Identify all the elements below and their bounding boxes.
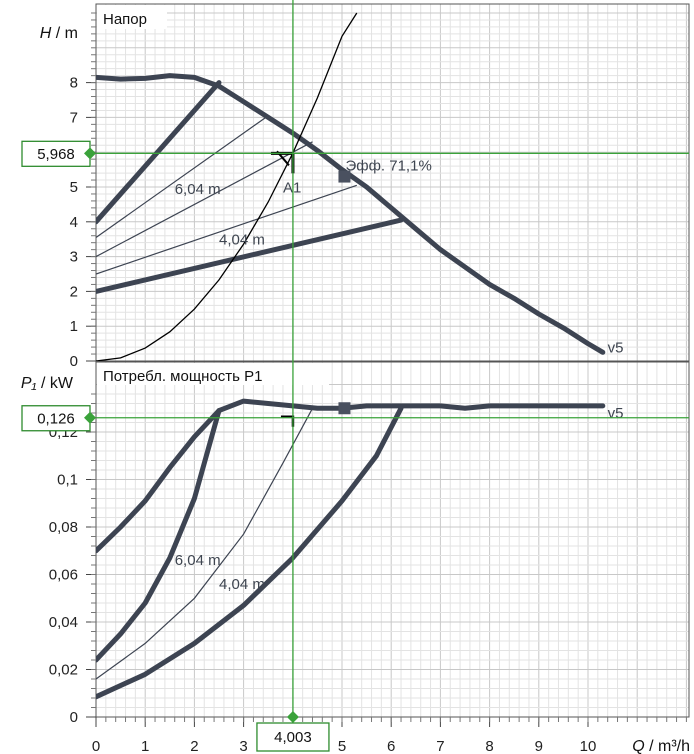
curve-label: v5 [608, 339, 624, 356]
y-tick-label: 4 [70, 214, 78, 231]
x-tick-label: 0 [92, 738, 100, 754]
curve-label: 4,04 m [219, 231, 265, 248]
y-tick-label: 3 [70, 249, 78, 266]
y-tick-label: 0 [70, 709, 78, 726]
y-axis-title: H / m [40, 25, 78, 42]
series-const-pressure-line [96, 408, 401, 697]
efficiency-marker [338, 402, 350, 414]
x-tick-label: 5 [338, 738, 346, 754]
y-readout-power-value: 0,126 [37, 410, 75, 427]
y-axis-title-symbol: P₁ [21, 375, 37, 392]
x-tick-label: 1 [141, 738, 149, 754]
y-tick-label: 0,06 [49, 567, 78, 584]
curve-label: 4,04 m [219, 576, 265, 593]
curve-label: v5 [608, 405, 624, 422]
y-axis-title-unit: / kW [37, 375, 74, 392]
y-tick-label: 0,1 [57, 472, 78, 489]
panel-title: Потребл. мощность P1 [103, 368, 263, 385]
curve-label: 6,04 m [175, 552, 221, 569]
series-max-line [96, 401, 603, 551]
duty-point-label: A1 [283, 179, 301, 196]
grid [96, 362, 689, 717]
series-thin-line [96, 116, 268, 238]
y-tick-label: 0,08 [49, 519, 78, 536]
y-axis-title-unit: / m [51, 25, 78, 42]
x-tick-label: 3 [239, 738, 247, 754]
crosshair-diamond [287, 711, 299, 723]
y-tick-label: 1 [70, 318, 78, 335]
y-tick-label: 0,04 [49, 614, 78, 631]
y-axis-title-symbol: H [40, 25, 52, 42]
curve-label: 6,04 m [175, 181, 221, 198]
x-tick-label: 6 [387, 738, 395, 754]
x-tick-label: 2 [190, 738, 198, 754]
x-axis-title-unit: / m³/h [645, 738, 690, 754]
panel-title: Напор [103, 11, 147, 28]
power-curves [96, 401, 603, 697]
y-tick-label: 8 [70, 75, 78, 92]
y-tick-label: 5 [70, 179, 78, 196]
y-tick-label: 0,02 [49, 662, 78, 679]
y-tick-label: 0 [70, 353, 78, 370]
y-tick-label: 7 [70, 109, 78, 126]
y-readout-head-value: 5,968 [37, 146, 75, 163]
y-tick-label: 2 [70, 283, 78, 300]
x-axis-title-symbol: Q [632, 738, 644, 754]
x-tick-label: 9 [535, 738, 543, 754]
efficiency-label: Эфф. 71,1% [345, 158, 431, 175]
x-axis-title: Q / m³/h [632, 738, 690, 754]
x-tick-label: 7 [436, 738, 444, 754]
x-tick-label: 8 [485, 738, 493, 754]
x-tick-label: 10 [580, 738, 597, 754]
x-readout-value: 4,003 [274, 729, 312, 746]
y-axis-title: P₁ / kW [21, 375, 74, 392]
x-axis: 012345678910Q / m³/h [92, 717, 690, 754]
